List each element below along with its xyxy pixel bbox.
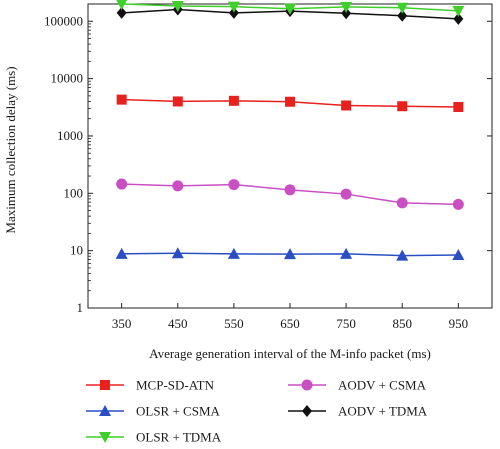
data-point-aodv-csma xyxy=(116,178,128,190)
data-point-olsr-csma xyxy=(171,247,184,259)
legend-label: MCP-SD-ATN xyxy=(136,378,215,393)
data-point-aodv-csma xyxy=(228,179,240,191)
y-tick-label: 10000 xyxy=(51,71,84,86)
data-point-olsr-tdma xyxy=(116,0,128,10)
legend-label: OLSR + CSMA xyxy=(136,404,221,419)
data-point-olsr-csma xyxy=(396,249,409,261)
data-point-mcp-sd-atn xyxy=(285,96,295,107)
x-tick-label: 550 xyxy=(224,316,244,331)
y-tick-label: 1 xyxy=(77,300,84,315)
y-tick-label: 100 xyxy=(64,185,84,200)
legend-marker xyxy=(301,379,313,391)
data-point-aodv-tdma xyxy=(341,7,352,20)
plot-frame xyxy=(87,3,493,309)
data-point-olsr-csma xyxy=(340,247,353,259)
data-point-mcp-sd-atn xyxy=(341,100,352,111)
data-point-olsr-tdma xyxy=(284,3,296,15)
data-point-aodv-tdma xyxy=(453,12,464,25)
legend-label: OLSR + TDMA xyxy=(136,430,222,445)
x-tick-label: 950 xyxy=(449,316,469,331)
data-point-mcp-sd-atn xyxy=(228,95,239,106)
y-tick-label: 10 xyxy=(70,243,83,258)
plot-area: 1 10 100 1000 10000 100000 350 450 550 650 750 850 9… xyxy=(44,0,493,331)
data-point-olsr-csma xyxy=(284,248,296,260)
data-point-aodv-tdma xyxy=(397,9,408,22)
data-point-olsr-csma xyxy=(115,247,128,259)
data-point-mcp-sd-atn xyxy=(397,101,408,112)
data-point-aodv-tdma xyxy=(228,6,239,19)
y-tick-label: 1000 xyxy=(57,128,83,143)
legend-item-olsr-csma: OLSR + CSMA xyxy=(86,404,221,419)
legend-item-olsr-tdma: OLSR + TDMA xyxy=(86,430,222,445)
data-point-olsr-tdma xyxy=(396,2,409,14)
y-axis-label: Maximum collection delay (ms) xyxy=(3,66,18,233)
data-point-aodv-tdma xyxy=(116,6,127,19)
legend-item-mcp-sd-atn: MCP-SD-ATN xyxy=(86,378,215,393)
data-point-aodv-csma xyxy=(284,184,296,196)
data-point-mcp-sd-atn xyxy=(116,94,127,105)
data-point-olsr-tdma xyxy=(171,0,184,12)
legend-label: AODV + TDMA xyxy=(338,404,428,419)
data-point-aodv-csma xyxy=(452,198,464,210)
legend-marker xyxy=(99,405,111,416)
x-tick-label: 850 xyxy=(392,316,412,331)
x-tick-label: 750 xyxy=(336,316,356,331)
data-point-olsr-tdma xyxy=(340,1,353,13)
data-point-olsr-csma xyxy=(227,247,240,259)
data-point-mcp-sd-atn xyxy=(172,96,183,107)
data-point-olsr-tdma xyxy=(227,1,240,13)
x-tick-label: 450 xyxy=(168,316,188,331)
y-tick-label: 100000 xyxy=(44,13,83,28)
legend: MCP-SD-ATN AODV + CSMA OLSR + CSMA AODV + T… xyxy=(86,378,428,445)
legend-label: AODV + CSMA xyxy=(338,378,427,393)
legend-marker xyxy=(302,405,312,417)
data-point-aodv-csma xyxy=(172,180,184,192)
data-point-aodv-csma xyxy=(396,197,408,209)
data-point-mcp-sd-atn xyxy=(453,101,464,112)
x-tick-label: 350 xyxy=(112,316,132,331)
data-point-aodv-csma xyxy=(340,188,352,200)
legend-item-aodv-tdma: AODV + TDMA xyxy=(288,404,428,419)
x-axis-label: Average generation interval of the M-inf… xyxy=(149,346,431,361)
legend-marker xyxy=(100,380,110,390)
legend-item-aodv-csma: AODV + CSMA xyxy=(288,378,427,393)
legend-marker xyxy=(99,432,111,443)
x-tick-label: 650 xyxy=(280,316,300,331)
data-point-olsr-tdma xyxy=(452,5,465,17)
data-point-olsr-csma xyxy=(452,248,465,260)
